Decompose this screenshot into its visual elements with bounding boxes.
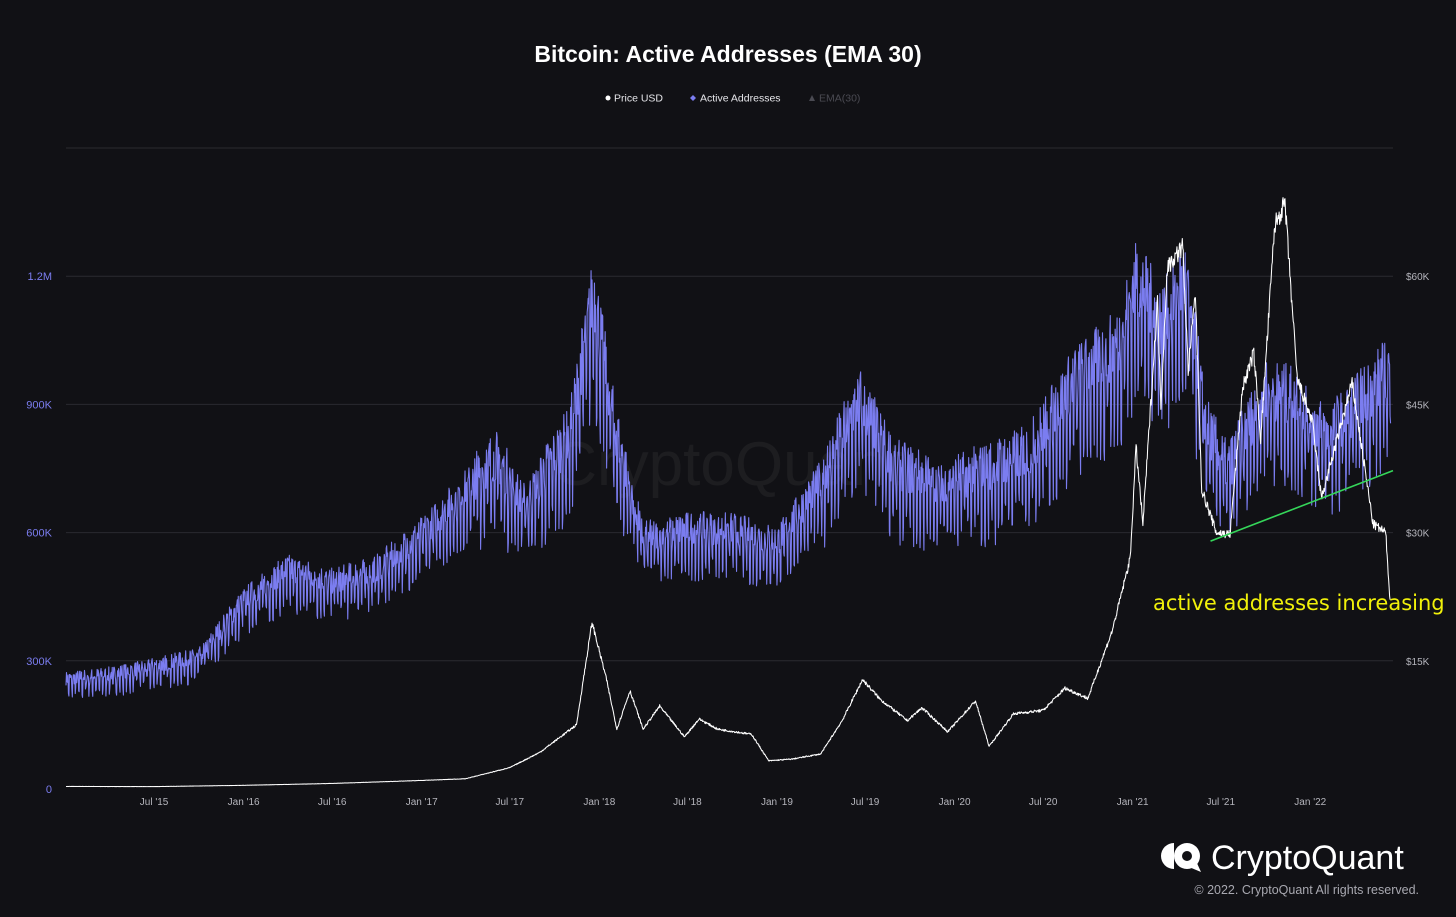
legend-item-ema[interactable]: EMA(30) (809, 93, 860, 105)
legend-marker-active-addresses (690, 95, 696, 101)
legend-marker-ema (809, 95, 815, 101)
series-line-price-usd (65, 197, 1391, 788)
series-line-active-addresses (65, 242, 1392, 698)
cryptoquant-logo-icon (1161, 843, 1201, 872)
x-tick-label: Jul '21 (1206, 797, 1235, 808)
y-right-tick-label: $30K (1406, 529, 1430, 540)
x-tick-label: Jan '20 (939, 797, 971, 808)
legend-marker-price (605, 95, 611, 101)
copyright-text: © 2022. CryptoQuant All rights reserved. (1194, 883, 1419, 897)
annotation-text: active addresses increasing (1153, 591, 1445, 615)
x-tick-label: Jul '20 (1029, 797, 1058, 808)
legend-label-ema: EMA(30) (819, 93, 860, 105)
x-tick-label: Jan '16 (228, 797, 260, 808)
y-left-tick-label: 1.2M (28, 271, 52, 283)
cryptoquant-logo: CryptoQuant (1161, 839, 1404, 877)
x-tick-label: Jan '21 (1117, 797, 1149, 808)
y-left-tick-label: 900K (26, 399, 52, 411)
legend-item-price[interactable]: Price USD (605, 93, 664, 105)
x-tick-label: Jan '22 (1294, 797, 1326, 808)
x-tick-label: Jul '17 (495, 797, 524, 808)
y-axis-left: 0 300K 600K 900K 1.2M (26, 271, 52, 796)
trend-line (1210, 469, 1394, 542)
legend-label-price: Price USD (614, 93, 663, 105)
x-tick-label: Jan '19 (761, 797, 793, 808)
y-right-tick-label: $15K (1406, 657, 1430, 668)
y-right-tick-label: $45K (1406, 400, 1430, 411)
grid (66, 275, 1393, 662)
x-tick-label: Jan '18 (583, 797, 615, 808)
legend-label-active-addresses: Active Addresses (700, 93, 781, 105)
series-layer (65, 197, 1392, 788)
watermark: CryptoQuant (552, 430, 904, 499)
y-axis-right: $15K $30K $45K $60K (1406, 272, 1430, 668)
legend[interactable]: Price USD Active Addresses EMA(30) (605, 93, 861, 105)
y-right-tick-label: $60K (1406, 272, 1430, 283)
y-left-tick-label: 300K (26, 656, 52, 668)
x-tick-label: Jul '16 (318, 797, 347, 808)
legend-item-active-addresses[interactable]: Active Addresses (690, 93, 781, 105)
x-tick-label: Jul '19 (851, 797, 880, 808)
x-axis: Jul '15 Jan '16 Jul '16 Jan '17 Jul '17 Jan '… (140, 797, 1327, 808)
x-tick-label: Jan '17 (406, 797, 438, 808)
x-tick-label: Jul '18 (673, 797, 702, 808)
cryptoquant-logo-text: CryptoQuant (1211, 839, 1404, 877)
chart-title: Bitcoin: Active Addresses (EMA 30) (534, 41, 921, 67)
x-tick-label: Jul '15 (140, 797, 169, 808)
y-left-tick-label: 600K (26, 528, 52, 540)
y-left-tick-label: 0 (46, 784, 52, 796)
